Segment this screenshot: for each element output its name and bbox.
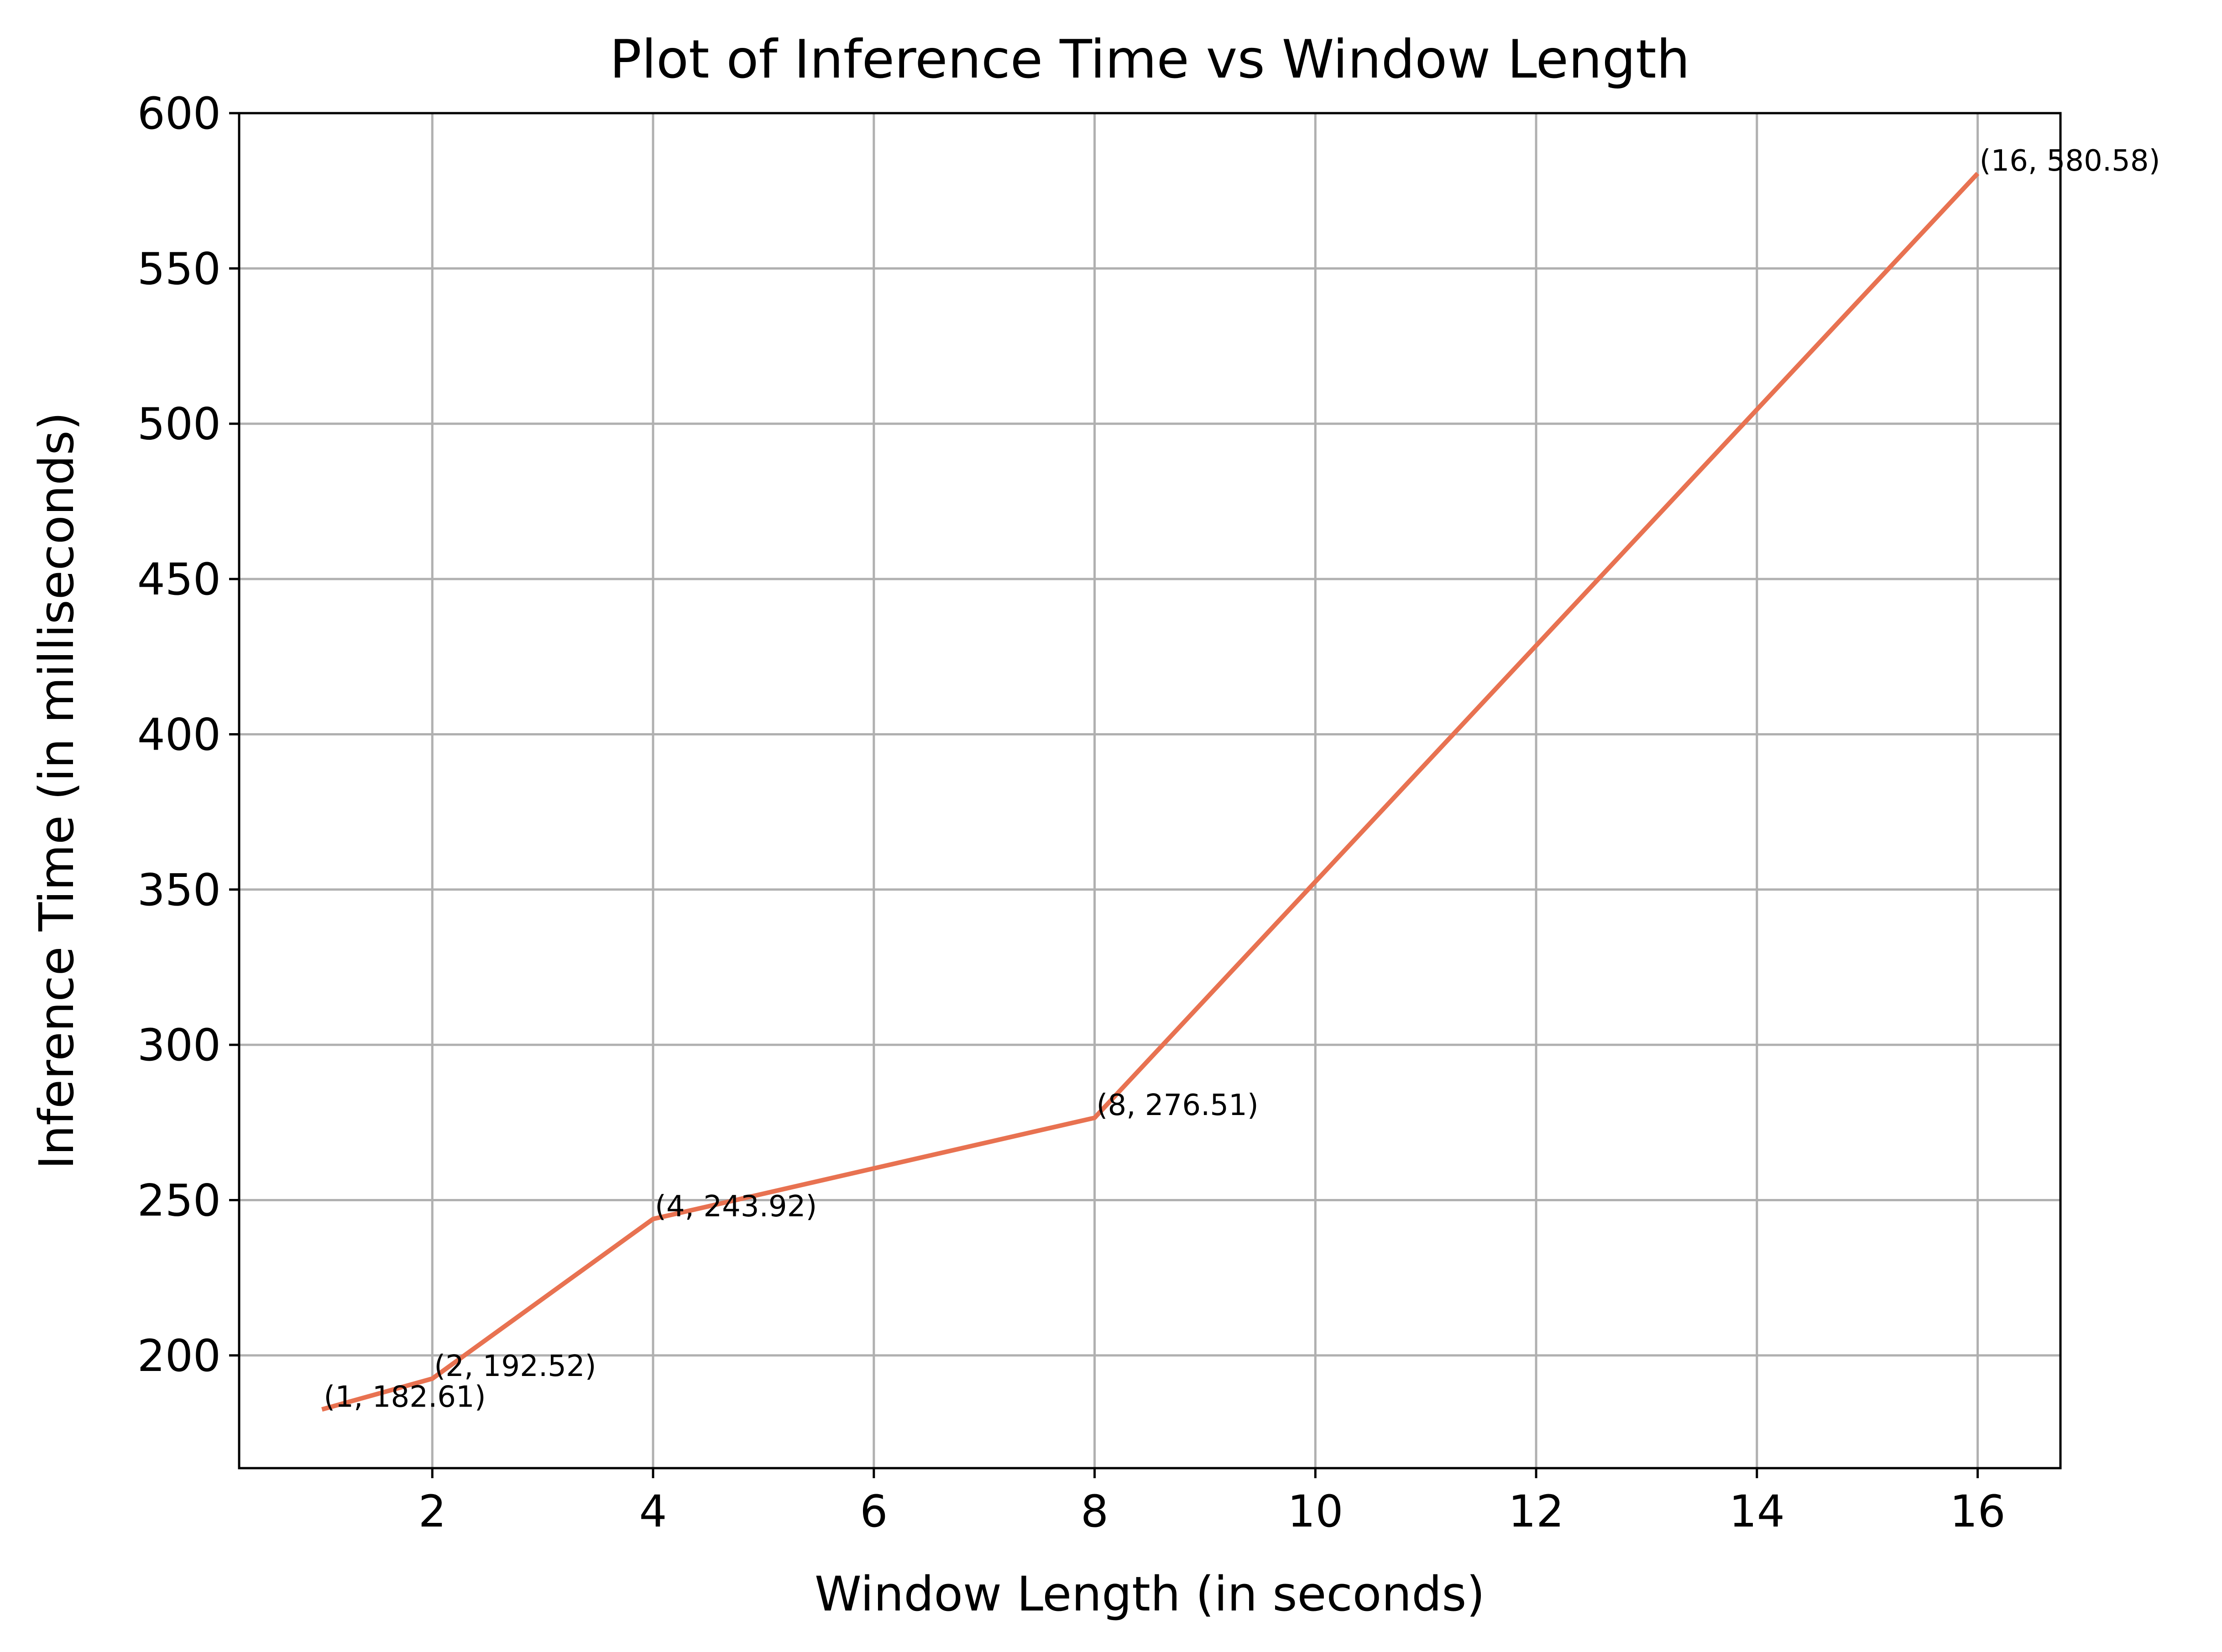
x-tick-label: 16 (1950, 1486, 2006, 1537)
y-tick-label: 600 (137, 88, 221, 139)
y-tick-label: 500 (137, 399, 221, 450)
grid (239, 112, 2060, 1468)
x-tick-label: 10 (1287, 1486, 1343, 1537)
data-label: (4, 243.92) (655, 1190, 817, 1224)
plot-frame (238, 112, 2062, 1470)
data-label: (2, 192.52) (434, 1350, 596, 1383)
y-tick-label: 250 (137, 1175, 221, 1226)
data-label: (8, 276.51) (1097, 1089, 1259, 1122)
y-tick-label: 550 (137, 243, 221, 294)
x-tick-label: 2 (418, 1486, 446, 1537)
y-tick-label: 400 (137, 709, 221, 760)
ticks: 2 4 6 8 10 12 14 16 200 250 300 350 400 450 500 550 600 (137, 88, 2006, 1537)
series-layer (321, 172, 1980, 1412)
y-axis-label: Inference Time (in milliseconds) (29, 412, 84, 1169)
y-tick-label: 450 (137, 554, 221, 605)
x-tick-label: 8 (1081, 1486, 1108, 1537)
x-tick-label: 6 (860, 1486, 888, 1537)
x-axis-label: Window Length (in seconds) (815, 1566, 1485, 1622)
y-tick-label: 300 (137, 1020, 221, 1071)
x-tick-label: 12 (1508, 1486, 1564, 1537)
data-label: (16, 580.58) (1980, 144, 2160, 178)
data-label: (1, 182.61) (324, 1380, 486, 1414)
y-tick-label: 200 (137, 1330, 221, 1381)
annotations: (1, 182.61)(2, 192.52) (4, 243.92) (8, 276… (324, 144, 2160, 1414)
x-tick-label: 14 (1729, 1486, 1785, 1537)
x-tick-label: 4 (639, 1486, 667, 1537)
y-tick-label: 350 (137, 865, 221, 916)
chart-title: Plot of Inference Time vs Window Length (610, 29, 1690, 90)
